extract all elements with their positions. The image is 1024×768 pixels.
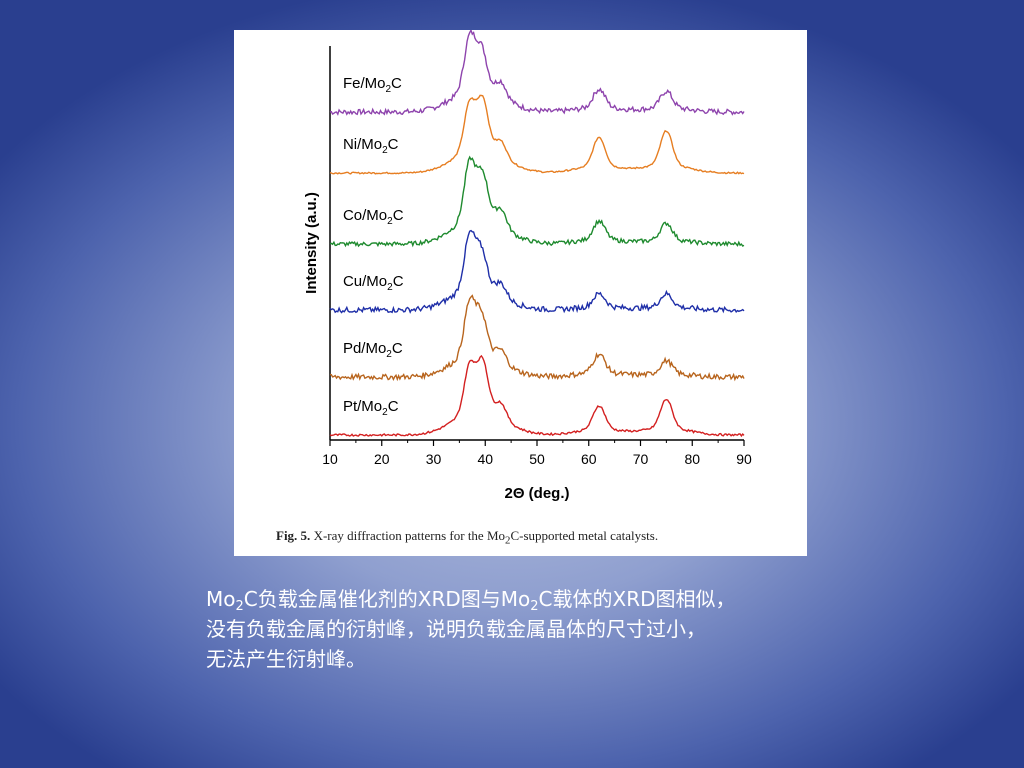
x-tick-label-80: 80 <box>684 451 700 467</box>
x-tick-label-50: 50 <box>529 451 545 467</box>
slide-text-line3: 无法产生衍射峰。 <box>206 647 366 671</box>
series-label-cu-mo2c: Cu/Mo2C <box>343 273 404 293</box>
x-axis-label: 2Θ (deg.) <box>504 485 569 502</box>
trace-co-mo2c <box>329 155 745 248</box>
series-label-co-mo2c: Co/Mo2C <box>343 207 404 227</box>
caption-label: Fig. 5. <box>276 528 311 543</box>
caption-subscript: 2 <box>505 534 511 547</box>
x-tick-label-10: 10 <box>322 451 338 467</box>
slide-body-text: Mo2C负载金属催化剂的XRD图与Mo2C载体的XRD图相似， 没有负载金属的衍… <box>206 584 866 674</box>
x-tick-label-90: 90 <box>736 451 752 467</box>
trace-pt-mo2c <box>329 354 745 438</box>
x-tick-label-60: 60 <box>581 451 597 467</box>
line1-part-c: C载体的XRD图相似， <box>538 587 736 611</box>
series-label-ni-mo2c: Ni/Mo2C <box>343 136 399 156</box>
series-label-pt-mo2c: Pt/Mo2C <box>343 398 399 418</box>
series-label-pd-mo2c: Pd/Mo2C <box>343 340 403 360</box>
series-label-fe-mo2c: Fe/Mo2C <box>343 75 402 95</box>
line1-subscript: 2 <box>235 599 244 614</box>
trace-ni-mo2c <box>329 94 745 175</box>
x-tick-label-70: 70 <box>633 451 649 467</box>
trace-pd-mo2c <box>329 294 745 382</box>
trace-cu-mo2c <box>329 229 745 314</box>
slide-text-line2: 没有负载金属的衍射峰，说明负载金属晶体的尺寸过小， <box>206 617 706 641</box>
trace-fe-mo2c <box>329 30 745 116</box>
slide-text-line1: Mo2C负载金属催化剂的XRD图与Mo2C载体的XRD图相似， <box>206 584 866 614</box>
x-tick-label-30: 30 <box>426 451 442 467</box>
x-tick-label-40: 40 <box>477 451 493 467</box>
y-axis-label: Intensity (a.u.) <box>303 192 320 294</box>
line1-part-b: C负载金属催化剂的XRD图与Mo <box>243 587 531 611</box>
x-tick-label-20: 20 <box>374 451 390 467</box>
caption-text-post: C-supported metal catalysts. <box>510 528 659 543</box>
figure-panel: 10 20 30 40 50 60 70 80 90 2Θ (deg.) Intensity (a.… <box>234 30 807 556</box>
xrd-chart: 10 20 30 40 50 60 70 80 90 2Θ (deg.) Intensity (a.… <box>303 30 752 502</box>
line1-subscript-2: 2 <box>530 599 539 614</box>
line1-part-a: Mo <box>206 587 236 611</box>
caption-text-pre: X-ray diffraction patterns for the Mo <box>313 528 506 543</box>
figure-caption: Fig. 5. X-ray diffraction patterns for t… <box>276 528 658 547</box>
